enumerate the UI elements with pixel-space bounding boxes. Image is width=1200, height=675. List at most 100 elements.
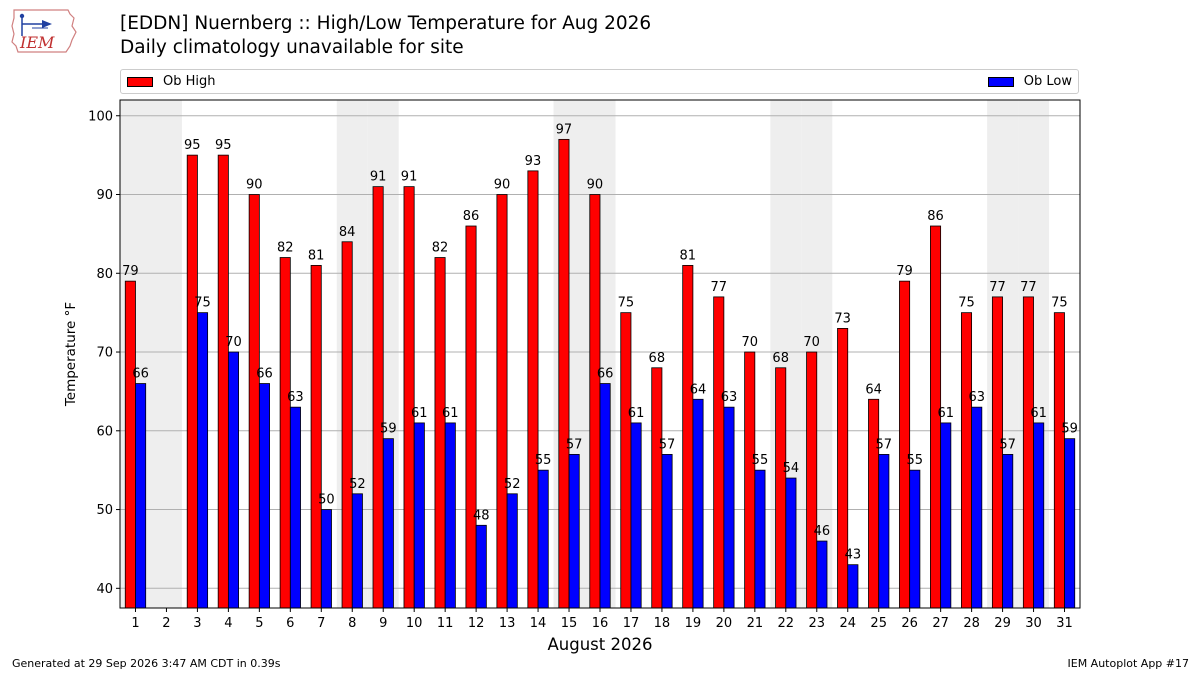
value-label-low-day-25: 57 (876, 437, 893, 452)
value-label-low-day-18: 57 (659, 437, 676, 452)
value-label-high-day-31: 75 (1051, 296, 1068, 311)
value-label-high-day-25: 64 (865, 382, 882, 397)
x-tick-label-21: 21 (747, 616, 764, 631)
y-tick-label-40: 40 (96, 582, 113, 597)
bar-high-day-22 (775, 367, 787, 609)
x-tick-label-2: 2 (162, 616, 170, 631)
value-label-high-day-20: 77 (710, 280, 727, 295)
bar-high-day-31 (1053, 312, 1065, 609)
x-tick-label-5: 5 (255, 616, 263, 631)
bar-low-day-20 (723, 406, 735, 609)
bar-high-day-12 (465, 225, 477, 609)
legend-label-high: Ob High (163, 74, 216, 89)
x-tick-label-18: 18 (654, 616, 671, 631)
value-label-low-day-15: 57 (566, 437, 583, 452)
value-label-high-day-13: 90 (494, 178, 511, 193)
weekend-shade-day-2 (150, 100, 182, 608)
y-tick-label-60: 60 (96, 424, 113, 439)
value-label-high-day-22: 68 (772, 351, 789, 366)
value-label-low-day-11: 61 (442, 406, 459, 421)
x-tick-label-11: 11 (437, 616, 454, 631)
value-label-high-day-28: 75 (958, 296, 975, 311)
bar-low-day-27 (940, 422, 952, 609)
x-tick-label-15: 15 (561, 616, 578, 631)
bar-high-day-11 (434, 257, 446, 609)
value-label-high-day-18: 68 (649, 351, 666, 366)
x-tick-label-6: 6 (286, 616, 294, 631)
x-axis-label: August 2026 (548, 635, 653, 654)
y-tick-label-70: 70 (96, 346, 113, 361)
value-label-high-day-29: 77 (989, 280, 1006, 295)
value-label-low-day-20: 63 (721, 390, 738, 405)
bar-high-day-28 (960, 312, 973, 609)
bar-low-day-18 (661, 454, 673, 609)
bar-high-day-17 (620, 312, 632, 609)
value-label-high-day-8: 84 (339, 225, 356, 240)
legend-label-low: Ob Low (1023, 74, 1072, 89)
bar-low-day-7 (320, 509, 332, 609)
value-label-high-day-26: 79 (896, 264, 913, 279)
bar-high-day-25 (868, 398, 880, 609)
bar-low-day-8 (351, 493, 363, 609)
value-label-high-day-11: 82 (432, 241, 449, 256)
x-tick-label-20: 20 (716, 616, 733, 631)
legend-swatch-high (127, 77, 153, 87)
bar-low-day-31 (1064, 438, 1076, 609)
bar-low-day-9 (382, 438, 394, 609)
value-label-low-day-13: 52 (504, 477, 521, 492)
bar-low-day-17 (630, 422, 642, 609)
value-label-high-day-24: 73 (834, 311, 851, 326)
footer-app: IEM Autoplot App #17 (1067, 657, 1190, 670)
x-tick-label-1: 1 (131, 616, 139, 631)
bar-high-day-21 (744, 351, 756, 609)
value-label-low-day-27: 61 (937, 406, 954, 421)
bar-high-day-15 (558, 138, 570, 609)
value-label-high-day-14: 93 (525, 154, 542, 169)
value-label-low-day-16: 66 (597, 367, 614, 382)
bar-high-day-5 (248, 194, 260, 609)
x-tick-label-31: 31 (1056, 616, 1073, 631)
x-tick-label-25: 25 (870, 616, 887, 631)
bar-low-day-5 (258, 383, 270, 609)
value-label-low-day-19: 64 (690, 382, 707, 397)
value-labels: 79 95 95 90 82 81 84 91 91 82 86 90 93 97 90 75 68 81 77 70… (122, 122, 1078, 562)
bar-low-day-24 (847, 564, 859, 609)
bar-low-day-26 (909, 469, 921, 609)
value-label-low-day-28: 63 (968, 390, 985, 405)
bar-low-day-29 (1002, 454, 1014, 609)
x-tick-label-7: 7 (317, 616, 325, 631)
bar-high-day-26 (899, 280, 911, 609)
value-label-low-day-31: 59 (1061, 422, 1078, 437)
value-label-low-day-10: 61 (411, 406, 428, 421)
value-label-high-day-6: 82 (277, 241, 294, 256)
footer-generated: Generated at 29 Sep 2026 3:47 AM CDT in … (12, 657, 281, 670)
x-tick-label-27: 27 (932, 616, 949, 631)
bar-high-day-30 (1022, 296, 1034, 609)
value-label-low-day-23: 46 (814, 524, 831, 539)
value-label-low-day-24: 43 (845, 548, 862, 563)
bar-high-day-14 (527, 170, 539, 609)
bar-high-day-1 (124, 280, 136, 609)
legend-item-low: Ob Low (987, 74, 1072, 90)
value-label-low-day-14: 55 (535, 453, 552, 468)
value-label-low-day-12: 48 (473, 508, 490, 523)
y-tick-label-80: 80 (96, 267, 113, 282)
bar-low-day-25 (878, 454, 890, 609)
x-tick-label-24: 24 (839, 616, 856, 631)
value-label-low-day-17: 61 (628, 406, 645, 421)
x-tick-label-4: 4 (224, 616, 232, 631)
bar-low-day-11 (444, 422, 456, 609)
value-label-low-day-29: 57 (999, 437, 1016, 452)
value-label-low-day-21: 55 (752, 453, 769, 468)
bar-low-day-3 (197, 312, 209, 609)
value-label-low-day-22: 54 (783, 461, 800, 476)
bar-high-day-3 (186, 154, 198, 609)
x-tick-label-13: 13 (499, 616, 516, 631)
x-tick-label-9: 9 (379, 616, 387, 631)
bar-high-day-10 (403, 186, 415, 609)
value-label-high-day-7: 81 (308, 248, 325, 263)
bar-low-day-23 (816, 540, 828, 609)
bar-low-day-15 (568, 454, 580, 609)
